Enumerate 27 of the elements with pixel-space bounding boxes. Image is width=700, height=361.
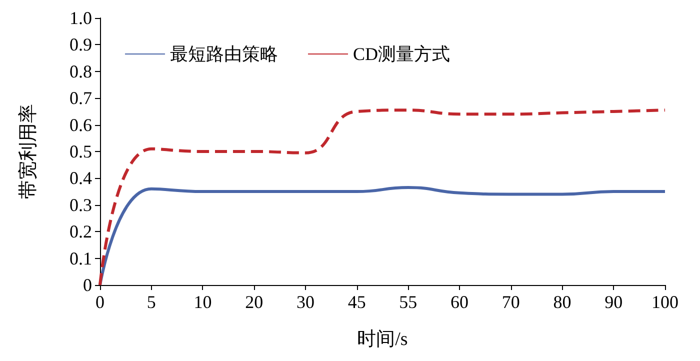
y-tick-label: 0.3	[70, 194, 92, 215]
x-tick-label: 30	[296, 292, 314, 312]
x-axis-title: 时间/s	[357, 329, 408, 350]
legend-label: CD测量方式	[353, 44, 450, 64]
x-tick-label: 45	[348, 292, 366, 312]
y-tick-label: 0.9	[70, 34, 92, 55]
x-tick-label: 60	[450, 292, 469, 312]
x-tick-label: 100	[652, 292, 678, 312]
y-axis-title: 带宽利用率	[17, 104, 39, 199]
x-tick-label: 5	[146, 292, 156, 312]
x-tick-label: 70	[502, 292, 520, 312]
y-tick-label: 0.4	[70, 168, 92, 188]
y-tick-label: 0.7	[70, 88, 92, 108]
x-tick-label: 0	[96, 292, 104, 312]
x-tick-label: 80	[553, 292, 572, 312]
y-tick-label: 1.0	[70, 8, 92, 28]
y-tick-label: 0	[83, 275, 92, 295]
y-tick-label: 0.2	[70, 222, 92, 242]
x-tick-label: 10	[194, 292, 212, 312]
x-tick-label: 90	[604, 292, 623, 312]
y-tick-label: 0.8	[70, 61, 92, 82]
y-tick-label: 0.1	[70, 248, 92, 268]
x-tick-label: 20	[245, 292, 264, 312]
x-tick-label: 55	[399, 292, 418, 312]
legend-label: 最短路由策略	[170, 44, 278, 64]
y-tick-label: 0.5	[70, 142, 92, 162]
y-tick-label: 0.6	[70, 114, 92, 135]
